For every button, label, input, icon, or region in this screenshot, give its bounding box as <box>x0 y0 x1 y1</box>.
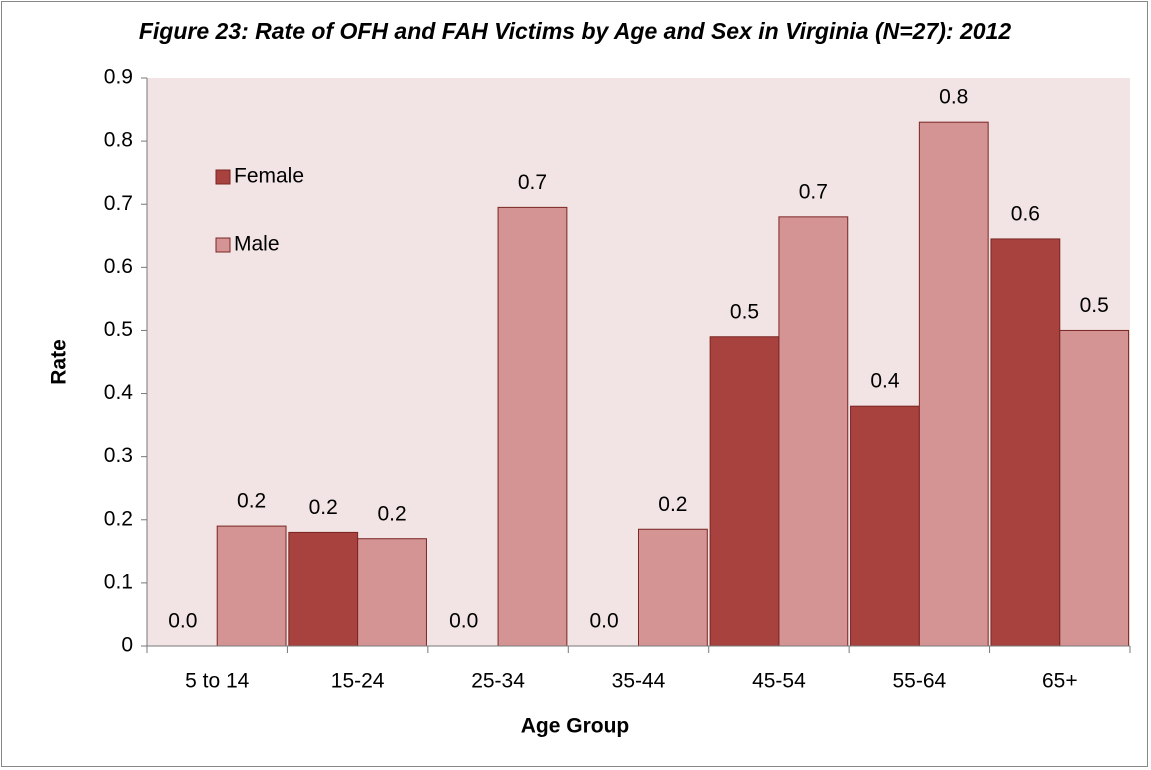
x-tick-label: 25-34 <box>471 670 525 693</box>
y-tick-label: 0.3 <box>104 444 133 467</box>
bar <box>1059 329 1130 647</box>
y-tick-label: 0.6 <box>104 255 133 278</box>
bar <box>918 121 989 647</box>
value-label: 0.6 <box>1011 202 1040 225</box>
chart-title: Figure 23: Rate of OFH and FAH Victims b… <box>138 18 1012 44</box>
value-label: 0.0 <box>168 610 197 633</box>
x-tick-label: 45-54 <box>752 670 806 693</box>
y-tick-label: 0.8 <box>104 129 133 152</box>
value-label: 0.0 <box>589 610 618 633</box>
x-tick-label: 65+ <box>1042 670 1078 693</box>
y-tick-label: 0 <box>121 634 133 657</box>
legend-label: Male <box>234 233 280 256</box>
value-label: 0.4 <box>870 370 900 393</box>
bar <box>497 206 568 647</box>
x-tick-label: 55-64 <box>892 670 946 693</box>
legend-swatch <box>215 237 231 253</box>
x-tick-label: 15-24 <box>331 670 385 693</box>
value-label: 0.2 <box>658 493 687 516</box>
value-label: 0.2 <box>377 502 406 525</box>
x-tick-label: 5 to 14 <box>185 670 250 693</box>
bar <box>709 336 780 647</box>
value-label: 0.0 <box>449 610 478 633</box>
bar <box>850 405 920 647</box>
bar <box>638 528 708 647</box>
y-tick-label: 0.2 <box>104 507 133 530</box>
value-label: 0.8 <box>939 86 968 109</box>
value-label: 0.7 <box>518 171 547 194</box>
x-axis-label: Age Group <box>521 715 630 738</box>
y-tick-label: 0.7 <box>104 192 133 215</box>
bar <box>288 531 359 647</box>
legend-swatch <box>215 169 231 185</box>
y-axis-label: Rate <box>48 339 71 385</box>
y-tick-label: 0.4 <box>104 381 134 404</box>
bar <box>357 538 427 647</box>
value-label: 0.7 <box>799 180 828 203</box>
bar <box>216 525 287 647</box>
value-label: 0.5 <box>1080 294 1109 317</box>
legend-label: Female <box>234 165 304 188</box>
y-tick-label: 0.1 <box>104 570 133 593</box>
x-tick-label: 35-44 <box>612 670 666 693</box>
value-label: 0.2 <box>309 496 338 519</box>
y-tick-label: 0.5 <box>104 318 133 341</box>
bar <box>990 238 1061 647</box>
y-tick-label: 0.9 <box>104 66 133 89</box>
value-label: 0.2 <box>237 490 266 513</box>
value-label: 0.5 <box>730 300 759 323</box>
bar <box>778 216 849 647</box>
